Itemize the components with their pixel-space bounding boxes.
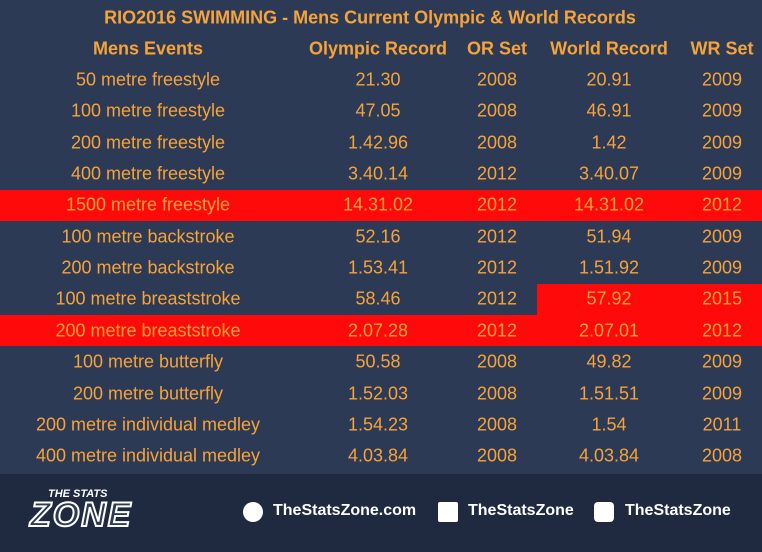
table-cell: 2009: [701, 163, 743, 184]
table-cell: 200 metre butterfly: [72, 383, 224, 403]
table-cell: 1.54: [591, 414, 627, 435]
facebook-link[interactable]: TheStatsZone: [468, 502, 574, 519]
table-cell: 2009: [701, 383, 743, 403]
table-cell: 2009: [701, 69, 743, 90]
table-cell: 1.52.03: [347, 383, 409, 403]
title: RIO2016 SWIMMING - Mens Current Olympic …: [104, 7, 636, 28]
table-cell: 2.07.01: [578, 320, 640, 341]
table-cell: 2009: [701, 351, 743, 372]
footer: THE STATS ZONE TheStatsZone.com TheStats…: [0, 474, 762, 552]
table-cell: 2012: [476, 194, 518, 215]
table-cell: 2008: [476, 100, 518, 121]
table-cell: 1.51.51: [578, 383, 640, 403]
table-cell: 50.58: [355, 351, 401, 372]
table-cell: 4.03.84: [347, 445, 409, 466]
table-cell: 21.30: [355, 69, 401, 90]
table-cell: 51.94: [586, 226, 632, 247]
column-header: WR Set: [690, 38, 754, 59]
table-cell: 200 metre backstroke: [61, 257, 235, 278]
column-header: OR Set: [466, 38, 528, 59]
logo-main: ZONE: [29, 495, 133, 535]
table-cell: 2012: [476, 257, 518, 278]
table-cell: 49.82: [586, 351, 632, 372]
table-cell: 20.91: [586, 69, 632, 90]
table-cell: 46.91: [586, 100, 632, 121]
table-cell: 1.42.96: [347, 132, 409, 153]
table-cell: 2012: [701, 320, 743, 341]
globe-icon: [243, 502, 263, 522]
table-cell: 2009: [701, 226, 743, 247]
table-cell: 2008: [476, 383, 518, 403]
column-header: Mens Events: [92, 38, 204, 59]
table-cell: 1500 metre freestyle: [65, 194, 231, 215]
table-cell: 2008: [476, 132, 518, 153]
column-header: Olympic Record: [308, 38, 448, 59]
facebook-icon: [438, 502, 458, 522]
table-cell: 2009: [701, 257, 743, 278]
table-cell: 57.92: [586, 288, 632, 309]
website-link[interactable]: TheStatsZone.com: [273, 502, 417, 519]
table-cell: 400 metre freestyle: [70, 163, 226, 184]
table-cell: 3.40.07: [578, 163, 640, 184]
table-cell: 1.54.23: [347, 414, 409, 435]
table-cell: 2008: [476, 414, 518, 435]
table-cell: 2012: [701, 194, 743, 215]
table-cell: 200 metre freestyle: [70, 132, 226, 153]
twitter-icon: [594, 502, 614, 522]
table-cell: 47.05: [355, 100, 401, 121]
table-cell: 2011: [702, 414, 742, 435]
table-cell: 1.51.92: [578, 257, 640, 278]
table-cell: 100 metre butterfly: [72, 351, 224, 372]
table-cell: 100 metre backstroke: [61, 226, 235, 247]
table-cell: 1.42: [591, 132, 627, 153]
table-cell: 2008: [701, 445, 743, 466]
table-cell: 200 metre individual medley: [35, 414, 261, 435]
table-cell: 100 metre breaststroke: [55, 288, 241, 309]
table-cell: 2008: [476, 69, 518, 90]
table-cell: 1.53.41: [347, 257, 409, 278]
table-cell: 52.16: [355, 226, 401, 247]
table-cell: 2009: [701, 132, 743, 153]
row-highlight: [0, 190, 762, 221]
table-cell: 2012: [476, 288, 518, 309]
table-cell: 2012: [476, 320, 518, 341]
table-cell: 400 metre individual medley: [35, 445, 261, 466]
table-cell: 2012: [476, 163, 518, 184]
table-cell: 2008: [476, 445, 518, 466]
table-cell: 50 metre freestyle: [75, 69, 221, 90]
table-cell: 200 metre breaststroke: [55, 320, 241, 341]
table-cell: 2008: [476, 351, 518, 372]
table-cell: 2015: [701, 288, 743, 309]
logo-top: THE STATS: [48, 488, 108, 500]
column-header: World Record: [550, 38, 668, 59]
table-cell: 2.07.28: [347, 320, 409, 341]
table-cell: 14.31.02: [573, 194, 645, 215]
table-cell: 100 metre freestyle: [70, 100, 226, 121]
cell-highlight: [537, 284, 762, 315]
table-cell: 4.03.84: [578, 445, 640, 466]
table-cell: 14.31.02: [342, 194, 414, 215]
table-cell: 2009: [701, 100, 743, 121]
table-cell: 2012: [476, 226, 518, 247]
table-cell: 3.40.14: [347, 163, 409, 184]
table-cell: 58.46: [355, 288, 401, 309]
twitter-link[interactable]: TheStatsZone: [625, 502, 731, 519]
row-highlight: [0, 315, 762, 346]
